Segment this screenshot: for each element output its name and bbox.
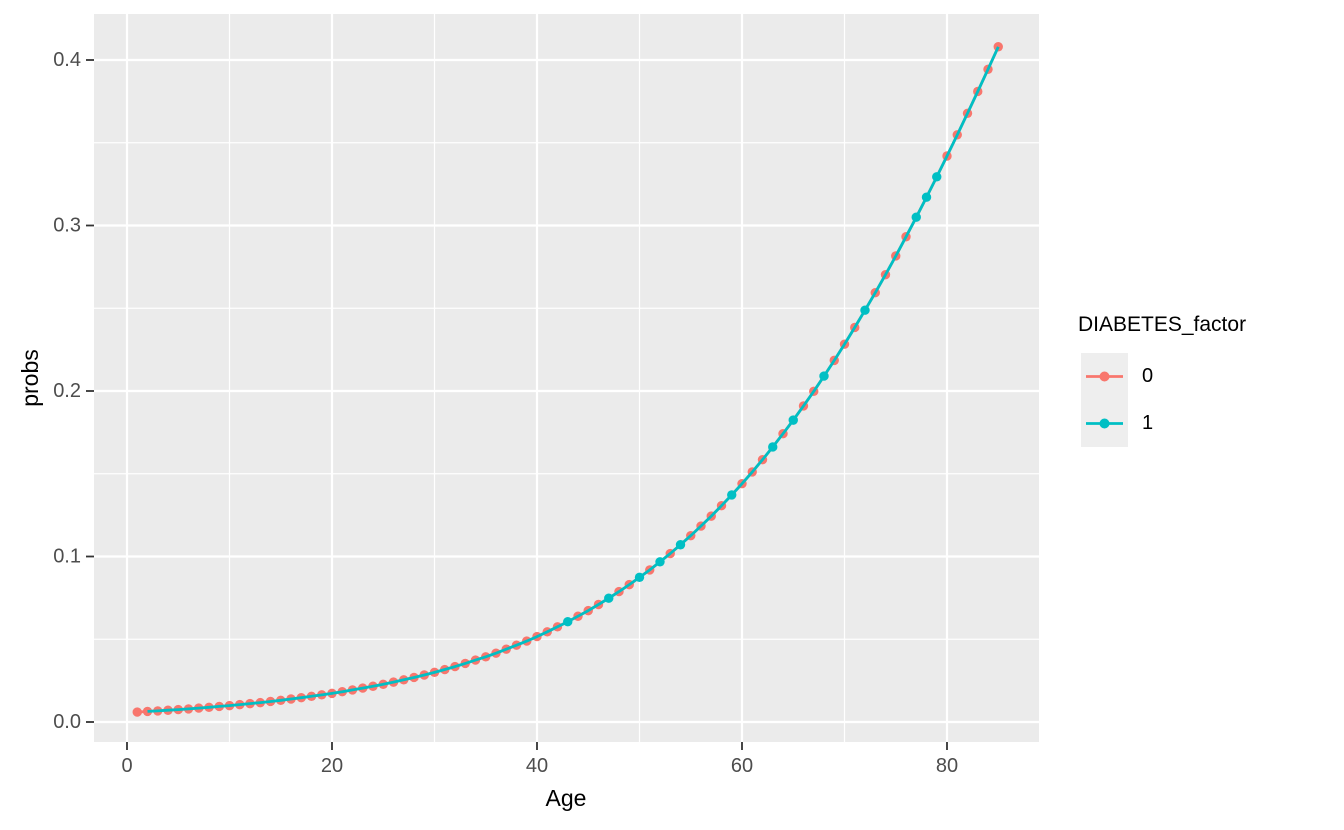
legend-point-icon: [1099, 418, 1110, 429]
data-point-series-1: [727, 490, 737, 500]
legend-entry-label-1: 1: [1142, 412, 1154, 434]
gridlines: [94, 14, 1039, 742]
data-point-series-1: [921, 192, 932, 202]
data-point-series-1: [768, 442, 778, 452]
data-point-series-1: [604, 593, 614, 603]
x-axis-title: Age: [546, 785, 587, 811]
data-series: [132, 42, 1003, 717]
legend-entry-0: 0: [1081, 353, 1246, 400]
axis-tick-labels: 0 20 40 60 80 0.0 0.1 0.2 0.3 0.4: [53, 49, 958, 777]
x-tick-label: 20: [321, 755, 343, 777]
legend-entry-1: 1: [1081, 400, 1246, 447]
legend-key-glyph-0: [1081, 353, 1128, 400]
y-tick-label: 0.0: [53, 711, 81, 733]
data-point-series-1: [819, 371, 829, 381]
data-point-series-1: [860, 305, 870, 315]
series-line-1: [147, 46, 1000, 713]
x-tick-label: 60: [731, 755, 753, 777]
legend-entry-label-0: 0: [1142, 365, 1154, 387]
data-point-series-1: [675, 540, 686, 550]
legend-key-glyph-1: [1081, 400, 1128, 447]
legend-keys: 0 1: [1081, 353, 1246, 447]
data-point-series-0: [142, 706, 153, 717]
y-tick-label: 0.4: [53, 49, 81, 71]
x-tick-label: 40: [526, 755, 548, 777]
data-point-series-1: [634, 572, 645, 583]
plot-panel: [94, 14, 1039, 742]
y-tick-label: 0.1: [53, 546, 81, 568]
data-point-series-1: [563, 617, 573, 627]
data-point-series-1: [932, 172, 942, 182]
data-point-series-0: [132, 707, 142, 717]
data-point-series-1: [788, 415, 798, 425]
data-point-series-1: [655, 557, 665, 567]
x-tick-label: 0: [121, 755, 132, 777]
y-axis-title: probs: [17, 349, 43, 407]
x-tick-label: 80: [936, 755, 958, 777]
legend-point-icon: [1099, 371, 1110, 382]
legend: DIABETES_factor 0 1: [1078, 313, 1246, 447]
y-tick-label: 0.3: [53, 215, 81, 237]
axis-tick-marks: [86, 59, 948, 750]
y-tick-label: 0.2: [53, 380, 81, 402]
legend-title: DIABETES_factor: [1078, 313, 1247, 336]
data-point-series-1: [911, 212, 921, 222]
